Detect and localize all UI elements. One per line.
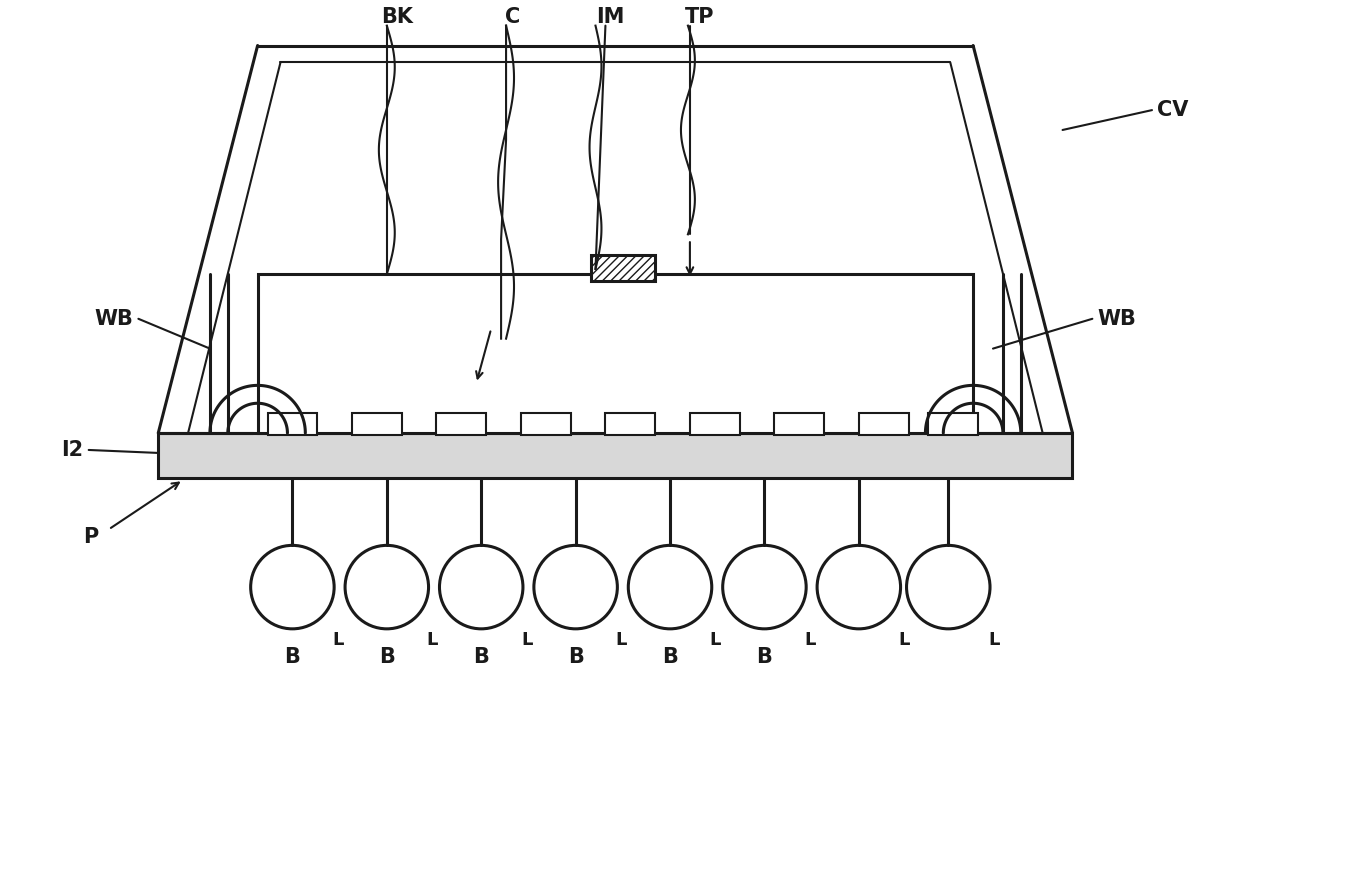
Text: L: L [521,630,533,649]
Text: L: L [804,630,816,649]
Bar [591,255,656,281]
Text: L: L [898,630,911,649]
Text: TP: TP [685,7,715,27]
Text: L: L [710,630,722,649]
Text: BK: BK [380,7,413,27]
Text: CV: CV [1157,100,1188,120]
Text: B: B [757,646,773,667]
Text: B: B [379,646,395,667]
Text: IM: IM [596,7,625,27]
Bar [606,413,656,435]
Text: B: B [285,646,301,667]
Text: C: C [506,7,521,27]
Text: WB: WB [94,309,134,329]
Text: B: B [662,646,679,667]
Bar [258,274,973,433]
Bar [774,413,824,435]
Text: L: L [332,630,344,649]
Text: L: L [615,630,627,649]
Text: I2: I2 [62,440,84,460]
Text: L: L [987,630,1000,649]
Bar [267,413,317,435]
Bar [928,413,978,435]
Bar [689,413,739,435]
Bar [521,413,571,435]
Text: L: L [426,630,438,649]
Bar [352,413,402,435]
Bar [859,413,908,435]
Text: B: B [568,646,584,667]
Text: P: P [84,527,98,547]
Bar [158,433,1072,478]
Text: WB: WB [1097,309,1136,329]
Bar [437,413,486,435]
Text: B: B [473,646,490,667]
